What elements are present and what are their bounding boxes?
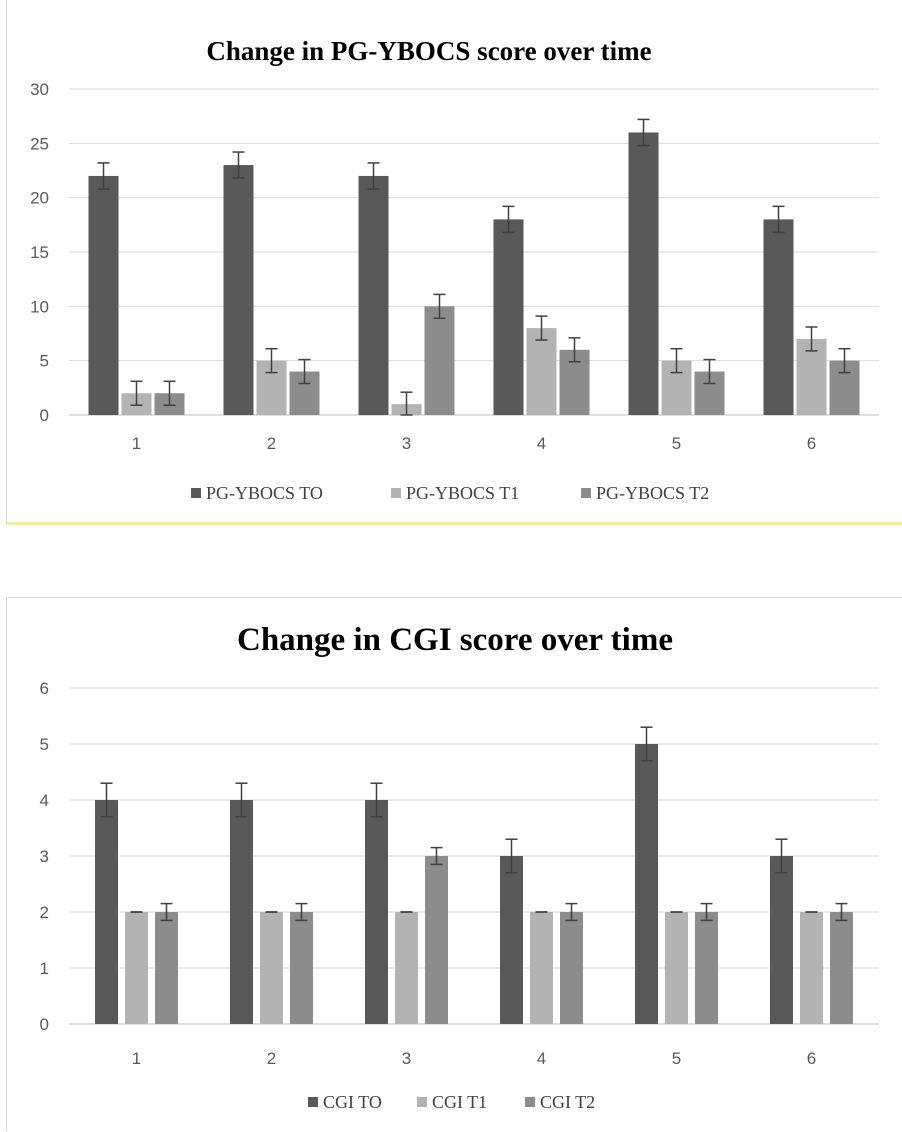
- bar-cgi-t2: [830, 912, 853, 1024]
- bar-cgi-t2: [560, 912, 583, 1024]
- cgi-chart: Change in CGI score over time 0 1 2 3 4 5 6 1 2 3…: [40, 622, 879, 1112]
- legend-label: PG-YBOCS T2: [596, 483, 709, 503]
- x-tick-label: 5: [672, 1049, 681, 1068]
- y-tick-label: 6: [40, 679, 49, 698]
- x-tick-label: 3: [402, 1049, 411, 1068]
- bar-cgi-to: [365, 800, 388, 1024]
- legend-swatch: [581, 488, 591, 498]
- x-tick-label: 1: [132, 1049, 141, 1068]
- bar-pg-ybocs-to: [88, 175, 119, 415]
- bar-cgi-t1: [800, 912, 823, 1024]
- pg-ybocs-chart-panel: Change in PG-YBOCS score over time 0 5 10 1…: [6, 0, 902, 525]
- cgi-chart-panel: Change in CGI score over time 0 1 2 3 4 5 6 1 2 3…: [6, 597, 902, 1131]
- chart-title: Change in PG-YBOCS score over time: [206, 36, 651, 66]
- bar-cgi-t2: [290, 912, 313, 1024]
- y-tick-label: 0: [40, 406, 49, 425]
- x-tick-label: 2: [267, 434, 276, 453]
- y-tick-label: 1: [40, 959, 49, 978]
- bar-cgi-t1: [665, 912, 688, 1024]
- bar-cgi-to: [635, 744, 658, 1024]
- y-tick-label: 0: [40, 1015, 49, 1034]
- y-tick-label: 25: [30, 134, 49, 153]
- bar-pg-ybocs-to: [763, 219, 794, 415]
- bar-pg-ybocs-to: [628, 132, 659, 415]
- legend-label: CGI T1: [432, 1092, 487, 1112]
- bar-cgi-t2: [155, 912, 178, 1024]
- y-tick-label: 4: [40, 791, 49, 810]
- bar-cgi-t1: [260, 912, 283, 1024]
- bar-cgi-to: [95, 800, 118, 1024]
- bar-pg-ybocs-to: [223, 165, 254, 415]
- x-tick-label: 1: [132, 434, 141, 453]
- pg-ybocs-chart: Change in PG-YBOCS score over time 0 5 10 1…: [30, 36, 879, 503]
- x-tick-label: 5: [672, 434, 681, 453]
- legend-label: CGI T2: [540, 1092, 595, 1112]
- bar-cgi-t1: [530, 912, 553, 1024]
- bar-cgi-to: [500, 856, 523, 1024]
- bar-cgi-t2: [425, 856, 448, 1024]
- x-tick-label: 4: [537, 434, 546, 453]
- legend-swatch: [308, 1097, 318, 1107]
- x-tick-label: 3: [402, 434, 411, 453]
- y-tick-label: 2: [40, 903, 49, 922]
- bar-cgi-t1: [125, 912, 148, 1024]
- x-tick-label: 4: [537, 1049, 546, 1068]
- bar-pg-ybocs-t1: [526, 328, 557, 415]
- bar-cgi-t2: [695, 912, 718, 1024]
- bar-pg-ybocs-to: [358, 175, 389, 415]
- legend-swatch: [191, 488, 201, 498]
- chart-title: Change in CGI score over time: [237, 622, 673, 658]
- bar-cgi-t1: [395, 912, 418, 1024]
- y-tick-label: 20: [30, 189, 49, 208]
- y-tick-label: 5: [40, 735, 49, 754]
- legend-label: PG-YBOCS T1: [406, 483, 519, 503]
- legend-swatch: [391, 488, 401, 498]
- bar-pg-ybocs-to: [493, 219, 524, 415]
- y-tick-label: 3: [40, 847, 49, 866]
- y-tick-label: 5: [40, 352, 49, 371]
- bar-cgi-to: [770, 856, 793, 1024]
- legend-label: PG-YBOCS TO: [206, 483, 323, 503]
- y-tick-label: 10: [30, 297, 49, 316]
- x-tick-label: 6: [807, 1049, 816, 1068]
- y-tick-label: 30: [30, 80, 49, 99]
- legend-label: CGI TO: [323, 1092, 382, 1112]
- x-tick-label: 2: [267, 1049, 276, 1068]
- y-tick-label: 15: [30, 243, 49, 262]
- legend-swatch: [417, 1097, 427, 1107]
- bar-pg-ybocs-t2: [424, 306, 455, 415]
- x-tick-label: 6: [807, 434, 816, 453]
- bar-cgi-to: [230, 800, 253, 1024]
- legend-swatch: [525, 1097, 535, 1107]
